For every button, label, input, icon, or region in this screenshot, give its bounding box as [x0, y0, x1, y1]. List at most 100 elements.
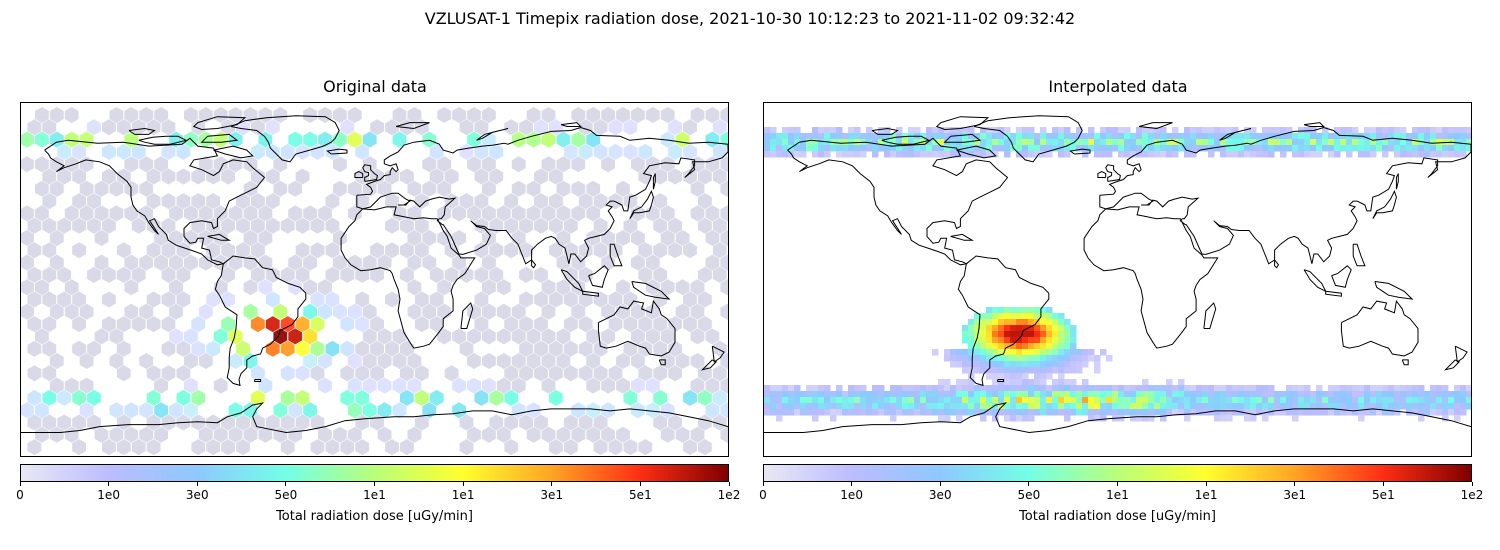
- field-cell: [872, 403, 879, 410]
- coastline: [44, 137, 266, 266]
- field-cell: [818, 145, 825, 152]
- hexbin-cell: [355, 365, 370, 382]
- field-cell: [1016, 385, 1023, 392]
- hexbin-cell: [608, 242, 623, 259]
- hexbin-cell: [79, 377, 94, 394]
- hexbin-cell: [414, 389, 429, 406]
- field-cell: [1424, 127, 1431, 134]
- field-cell: [1088, 385, 1095, 392]
- hexbin-cell: [243, 230, 258, 246]
- field-cell: [1148, 403, 1155, 410]
- coastline: [1083, 206, 1219, 349]
- field-cell: [1184, 397, 1191, 404]
- field-cell: [1214, 403, 1221, 410]
- hexbin-cell: [191, 316, 206, 333]
- field-cell: [980, 331, 987, 338]
- field-cell: [1322, 391, 1329, 398]
- coastline: [652, 173, 656, 190]
- field-cell: [836, 133, 843, 140]
- hexbin-cell: [407, 107, 422, 123]
- field-cell: [836, 127, 843, 134]
- field-cell: [1400, 397, 1407, 404]
- field-cell: [1328, 133, 1335, 140]
- field-cell: [1118, 151, 1125, 158]
- field-cell: [1244, 127, 1251, 134]
- coastline: [1372, 190, 1397, 219]
- field-cell: [914, 151, 921, 158]
- field-cell: [986, 139, 993, 146]
- hexbin-cell: [482, 131, 496, 148]
- field-cell: [1436, 133, 1443, 140]
- field-cell: [974, 151, 981, 158]
- hexbin-cell: [541, 353, 556, 369]
- field-cell: [1094, 361, 1101, 368]
- field-cell: [776, 391, 783, 398]
- field-cell: [1436, 397, 1443, 404]
- field-cell: [1004, 397, 1011, 404]
- hexbin-cell: [57, 414, 72, 431]
- hexbin-cell: [325, 340, 340, 357]
- field-cell: [1412, 397, 1419, 404]
- field-cell: [1364, 133, 1371, 140]
- field-cell: [1430, 139, 1437, 146]
- hexbin-cell: [333, 303, 347, 320]
- field-cell: [1010, 343, 1017, 350]
- field-cell: [992, 391, 999, 398]
- field-cell: [890, 415, 897, 422]
- hexbin-cell: [176, 168, 191, 185]
- field-cell: [1052, 367, 1059, 374]
- field-cell: [1010, 325, 1017, 332]
- field-cell: [1076, 397, 1083, 404]
- field-cell: [1004, 355, 1011, 362]
- field-cell: [1292, 145, 1299, 152]
- field-cell: [1442, 151, 1449, 158]
- hexbin-cell: [102, 316, 116, 333]
- hexbin-cell: [340, 439, 355, 456]
- field-cell: [902, 409, 909, 416]
- field-cell: [1322, 409, 1329, 416]
- field-cell: [770, 145, 777, 152]
- hexbin-cell: [87, 414, 101, 431]
- field-cell: [1328, 409, 1335, 416]
- field-cell: [1196, 409, 1203, 416]
- hexbin-cell: [116, 340, 131, 357]
- field-cell: [896, 409, 903, 416]
- field-cell: [902, 397, 909, 404]
- field-cell: [830, 409, 837, 416]
- field-cell: [1244, 415, 1251, 422]
- field-cell: [1304, 409, 1311, 416]
- field-cell: [950, 403, 957, 410]
- field-cell: [1010, 313, 1017, 320]
- hexbin-cell: [340, 389, 355, 406]
- field-cell: [1040, 319, 1047, 326]
- field-cell: [932, 391, 939, 398]
- field-cell: [992, 415, 999, 422]
- hexbin-cell: [720, 303, 728, 320]
- field-cell: [1082, 349, 1089, 356]
- hexbin-cell: [623, 119, 638, 136]
- hexbin-cell: [176, 242, 191, 259]
- field-cell: [1022, 391, 1029, 398]
- hexbin-cell: [184, 377, 198, 394]
- hexbin-cell: [355, 389, 370, 406]
- hexbin-cell: [720, 402, 728, 419]
- hexbin-cell: [318, 279, 332, 296]
- field-cell: [1250, 391, 1257, 398]
- coastline: [1069, 148, 1091, 155]
- field-cell: [920, 139, 927, 146]
- field-cell: [818, 403, 825, 410]
- field-cell: [1250, 403, 1257, 410]
- field-cell: [1076, 409, 1083, 416]
- field-cell: [896, 385, 903, 392]
- field-cell: [956, 397, 963, 404]
- field-cell: [1100, 397, 1107, 404]
- hexbin-cell: [482, 328, 496, 345]
- field-cell: [1106, 139, 1113, 146]
- field-cell: [992, 367, 999, 374]
- field-cell: [950, 151, 957, 158]
- hexbin-cell: [616, 353, 630, 369]
- hexbin-cell: [213, 230, 228, 246]
- hexbin-cell: [712, 168, 727, 185]
- field-cell: [1232, 127, 1239, 134]
- field-cell: [986, 133, 993, 140]
